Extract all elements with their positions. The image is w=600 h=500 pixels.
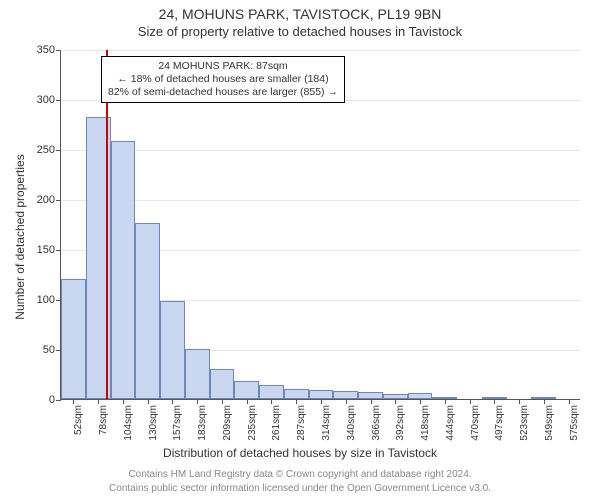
y-tick-mark — [56, 50, 61, 51]
plot-area: 05010015020025030035052sqm78sqm104sqm130… — [60, 50, 580, 400]
y-tick-label: 50 — [43, 344, 55, 356]
y-tick-label: 0 — [49, 394, 55, 406]
y-gridline — [61, 50, 580, 51]
histogram-bar — [61, 279, 86, 399]
property-info-box: 24 MOHUNS PARK: 87sqm← 18% of detached h… — [101, 56, 345, 103]
histogram-bar — [160, 301, 185, 399]
chart-container: 24, MOHUNS PARK, TAVISTOCK, PL19 9BN Siz… — [0, 0, 600, 500]
x-tick-label: 52sqm — [73, 405, 84, 435]
y-tick-mark — [56, 250, 61, 251]
histogram-bar — [135, 223, 160, 399]
x-tick-mark — [445, 399, 446, 404]
x-tick-label: 497sqm — [494, 405, 505, 441]
x-tick-mark — [395, 399, 396, 404]
x-tick-label: 104sqm — [123, 405, 134, 441]
x-tick-label: 209sqm — [222, 405, 233, 441]
x-tick-mark — [321, 399, 322, 404]
x-tick-label: 78sqm — [98, 405, 109, 435]
x-tick-label: 130sqm — [148, 405, 159, 441]
x-tick-label: 575sqm — [569, 405, 580, 441]
y-tick-label: 250 — [37, 144, 55, 156]
x-tick-mark — [420, 399, 421, 404]
x-tick-label: 261sqm — [271, 405, 282, 441]
x-tick-label: 549sqm — [544, 405, 555, 441]
y-gridline — [61, 150, 580, 151]
histogram-bar — [309, 390, 334, 399]
x-tick-label: 287sqm — [296, 405, 307, 441]
x-tick-label: 418sqm — [420, 405, 431, 441]
y-tick-mark — [56, 200, 61, 201]
x-tick-mark — [197, 399, 198, 404]
x-tick-label: 392sqm — [395, 405, 406, 441]
x-tick-mark — [296, 399, 297, 404]
x-tick-mark — [98, 399, 99, 404]
x-tick-label: 235sqm — [247, 405, 258, 441]
y-tick-mark — [56, 400, 61, 401]
x-tick-label: 444sqm — [445, 405, 456, 441]
y-tick-label: 200 — [37, 194, 55, 206]
y-tick-label: 150 — [37, 244, 55, 256]
x-tick-mark — [544, 399, 545, 404]
x-tick-mark — [123, 399, 124, 404]
x-tick-label: 314sqm — [321, 405, 332, 441]
x-tick-mark — [247, 399, 248, 404]
info-box-line: 82% of semi-detached houses are larger (… — [108, 86, 338, 99]
x-tick-label: 366sqm — [371, 405, 382, 441]
x-tick-label: 157sqm — [172, 405, 183, 441]
y-tick-label: 350 — [37, 44, 55, 56]
x-tick-mark — [222, 399, 223, 404]
x-tick-label: 523sqm — [519, 405, 530, 441]
x-tick-mark — [371, 399, 372, 404]
info-box-line: ← 18% of detached houses are smaller (18… — [108, 73, 338, 86]
y-tick-mark — [56, 150, 61, 151]
footer-line1: Contains HM Land Registry data © Crown c… — [0, 469, 600, 480]
histogram-bar — [333, 391, 358, 399]
chart-title-line2: Size of property relative to detached ho… — [0, 24, 600, 39]
histogram-bar — [259, 385, 284, 399]
x-tick-mark — [494, 399, 495, 404]
chart-title-line1: 24, MOHUNS PARK, TAVISTOCK, PL19 9BN — [0, 6, 600, 22]
x-tick-mark — [519, 399, 520, 404]
histogram-bar — [185, 349, 210, 399]
x-tick-label: 340sqm — [346, 405, 357, 441]
x-tick-mark — [346, 399, 347, 404]
histogram-bar — [210, 369, 235, 399]
x-tick-label: 183sqm — [197, 405, 208, 441]
x-tick-mark — [470, 399, 471, 404]
histogram-bar — [358, 392, 383, 399]
x-tick-mark — [148, 399, 149, 404]
footer-line2: Contains public sector information licen… — [0, 483, 600, 494]
info-box-line: 24 MOHUNS PARK: 87sqm — [108, 60, 338, 73]
y-gridline — [61, 200, 580, 201]
x-tick-mark — [569, 399, 570, 404]
y-tick-label: 100 — [37, 294, 55, 306]
y-tick-mark — [56, 100, 61, 101]
x-axis-label: Distribution of detached houses by size … — [0, 446, 600, 460]
histogram-bar — [284, 389, 309, 399]
x-tick-mark — [271, 399, 272, 404]
histogram-bar — [234, 381, 259, 399]
x-tick-mark — [73, 399, 74, 404]
x-tick-label: 470sqm — [470, 405, 481, 441]
x-tick-mark — [172, 399, 173, 404]
y-tick-label: 300 — [37, 94, 55, 106]
histogram-bar — [111, 141, 136, 399]
y-axis-label: Number of detached properties — [13, 77, 27, 397]
